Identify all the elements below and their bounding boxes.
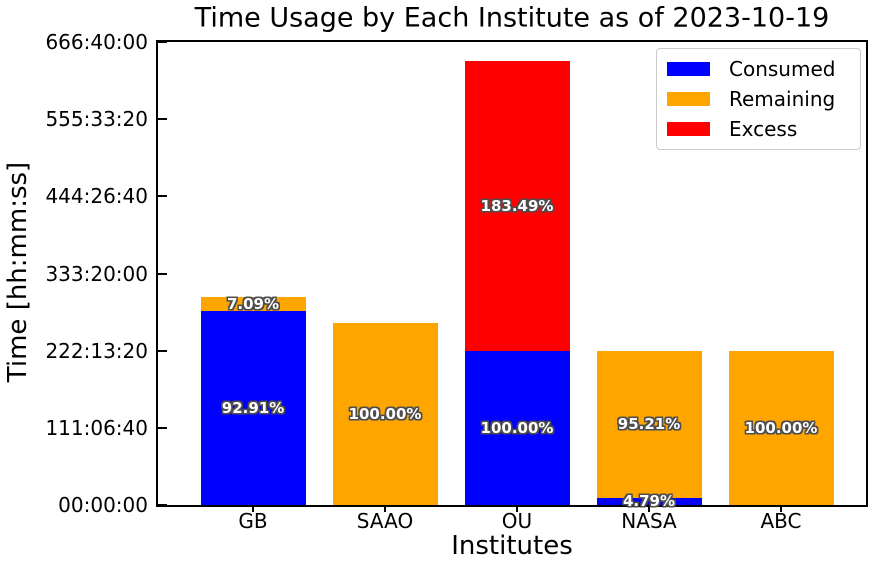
y-tick-label: 555:33:20 [45,107,148,132]
bar-segment-saao-remaining [332,322,438,505]
bar-segment-nasa-consumed [596,497,702,505]
y-tick-mark [158,349,167,352]
bar-percent-label: 92.91% [221,399,285,418]
bar-percent-label: 100.00% [348,404,422,423]
x-tick-mark [648,505,650,512]
y-tick-mark [158,41,167,43]
bar-segment-nasa-remaining [596,350,702,498]
legend-swatch-consumed [667,62,710,76]
y-tick-label: 111:06:40 [45,415,148,440]
y-tick-mark [158,195,167,198]
bar-percent-label: 100.00% [480,418,554,437]
legend-row: Consumed [657,57,860,81]
y-tick-mark [158,118,167,121]
bar-segment-ou-consumed [464,350,570,505]
bar-percent-label: 100.00% [744,418,818,437]
bar-percent-label: 95.21% [617,415,681,434]
bar-percent-label: 7.09% [226,295,280,314]
bar-percent-label: 183.49% [480,196,554,215]
x-tick-mark [252,505,254,512]
y-tick-label: 666:40:00 [45,30,148,54]
bar-percent-label: 4.79% [622,492,676,511]
legend-swatch-remaining [667,92,710,106]
legend-swatch-excess [667,122,710,136]
legend-row: Remaining [657,87,860,111]
y-tick-label: 222:13:20 [45,338,148,363]
x-tick-mark [780,505,782,512]
bar-segment-abc-remaining [728,350,834,505]
bar-segment-gb-remaining [200,296,306,312]
x-tick-label-nasa: NASA [621,509,677,533]
legend-row: Excess [657,117,860,141]
legend-label-remaining: Remaining [729,87,836,111]
x-tick-label-ou: OU [501,509,533,533]
y-tick-mark [158,426,167,429]
chart-title: Time Usage by Each Institute as of 2023-… [194,2,830,34]
y-tick-label: 333:20:00 [45,261,148,286]
legend-label-excess: Excess [729,117,798,141]
legend: Consumed Remaining Excess [656,48,861,150]
bar-segment-gb-consumed [200,311,306,505]
x-axis-label: Institutes [451,531,573,561]
y-tick-label: 444:26:40 [45,184,148,209]
x-tick-mark [384,505,386,512]
y-tick-mark [158,272,167,275]
x-tick-label-gb: GB [238,509,268,533]
bars-layer [158,42,866,505]
y-tick-label: 00:00:00 [58,493,148,517]
bar-segment-ou-excess [464,61,570,351]
x-tick-label-abc: ABC [760,509,802,533]
legend-label-consumed: Consumed [729,57,836,81]
y-tick-mark [158,504,167,506]
x-tick-mark [516,505,518,512]
x-tick-label-saao: SAAO [356,509,414,533]
